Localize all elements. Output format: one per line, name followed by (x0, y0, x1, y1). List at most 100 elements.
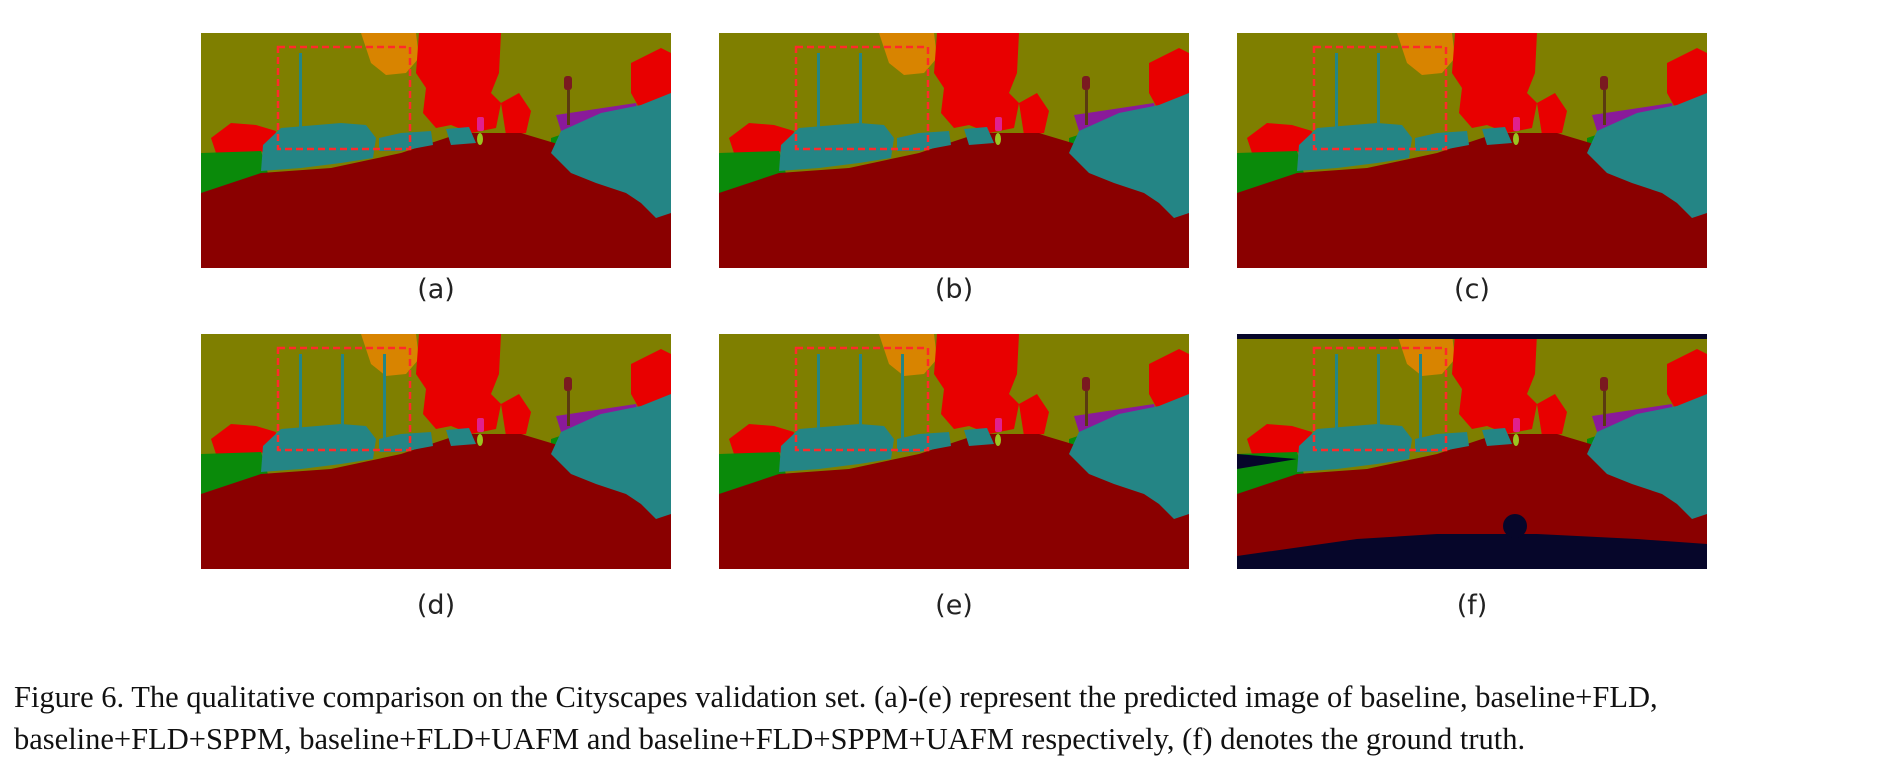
sign-head (1082, 76, 1090, 90)
vehicle-mid-2 (446, 428, 476, 446)
vehicle-mid-2 (964, 428, 994, 446)
road-region (1237, 434, 1707, 569)
sign-head (1082, 377, 1090, 391)
tree-region (416, 334, 501, 434)
sign-pole (1603, 391, 1606, 426)
vehicle-right (1069, 93, 1189, 218)
road-region (719, 434, 1189, 569)
vehicle-mid-2 (964, 127, 994, 145)
sign-pole (567, 391, 570, 426)
segmentation-image-e (719, 334, 1189, 569)
void-bottom (1237, 534, 1707, 569)
tree-region-small (501, 93, 531, 135)
pole-marker (477, 133, 483, 145)
vehicle-mid-2 (446, 127, 476, 145)
tree-region-right (1149, 48, 1189, 111)
pole-thin (1377, 53, 1380, 143)
pole-thin (1335, 354, 1338, 444)
tree-region-left (1247, 424, 1312, 454)
tree-region (416, 33, 501, 133)
vehicle-right (551, 394, 671, 519)
vehicle-left (1297, 123, 1412, 171)
pole-thin (383, 354, 386, 444)
vehicle-mid (379, 432, 433, 452)
road-region (201, 434, 671, 569)
sign-pole (1603, 90, 1606, 125)
segmentation-image-b (719, 33, 1189, 268)
vehicle-right (1587, 93, 1707, 218)
panel-c (1237, 33, 1707, 268)
pole-marker (477, 434, 483, 446)
highlight-box (794, 45, 930, 151)
pedestrian (1513, 117, 1520, 131)
sign-pole (567, 90, 570, 125)
void-left (1237, 454, 1297, 469)
pole-thin (1419, 354, 1422, 444)
sign-head (564, 76, 572, 90)
vehicle-right (1587, 394, 1707, 519)
sky-region (361, 334, 419, 376)
tree-region-right (631, 48, 671, 111)
tree-region-left (1247, 123, 1312, 153)
pole-thin (1335, 53, 1338, 143)
highlight-box (276, 346, 412, 452)
tree-region (1452, 33, 1537, 133)
vehicle-right (1069, 394, 1189, 519)
sign-head (1600, 377, 1608, 391)
pole-marker (995, 434, 1001, 446)
road-region (1237, 133, 1707, 268)
vehicle-mid-2 (1482, 127, 1512, 145)
pedestrian (477, 117, 484, 131)
pole-marker (995, 133, 1001, 145)
panel-f-label: (f) (1456, 590, 1488, 621)
pedestrian (995, 418, 1002, 432)
pole-thin (859, 354, 862, 444)
sky-region (879, 33, 937, 75)
tree-region-small (1019, 93, 1049, 135)
road-region (719, 133, 1189, 268)
vehicle-mid (379, 131, 433, 151)
vehicle-left (779, 123, 894, 171)
panel-a (201, 33, 671, 268)
panel-f (1237, 334, 1707, 569)
caption-line-1: Figure 6. The qualitative comparison on … (14, 680, 1658, 714)
sky-region (1397, 334, 1455, 376)
vehicle-mid-2 (1482, 428, 1512, 446)
tree-region (934, 33, 1019, 133)
sky-region (879, 334, 937, 376)
tree-region-left (211, 123, 276, 153)
panel-b (719, 33, 1189, 268)
panel-a-label: (a) (417, 274, 455, 305)
panel-b-label: (b) (934, 274, 974, 305)
vehicle-mid (897, 131, 951, 151)
vehicle-left (1297, 424, 1412, 472)
sky-region (1397, 33, 1455, 75)
tree-region (1452, 334, 1537, 434)
tree-region-left (729, 424, 794, 454)
pedestrian (995, 117, 1002, 131)
vehicle-right (551, 93, 671, 218)
void-circle (1503, 514, 1527, 538)
tree-region-small (1537, 394, 1567, 436)
tree-region-right (1149, 349, 1189, 412)
caption-line-2: baseline+FLD+SPPM, baseline+FLD+UAFM and… (14, 722, 1526, 756)
highlight-box (1312, 346, 1448, 452)
pole-marker (1513, 434, 1519, 446)
vehicle-mid (1415, 432, 1469, 452)
tree-region-right (631, 349, 671, 412)
sign-head (564, 377, 572, 391)
vehicle-left (261, 424, 376, 472)
sign-pole (1085, 391, 1088, 426)
tree-region-right (1667, 349, 1707, 412)
panel-d (201, 334, 671, 569)
tree-region (934, 334, 1019, 434)
road-region (201, 133, 671, 268)
figure-caption: Figure 6. The qualitative comparison on … (14, 676, 1894, 760)
pole-thin (299, 354, 302, 444)
segmentation-image-a (201, 33, 671, 268)
pole-thin (817, 53, 820, 143)
segmentation-image-f (1237, 334, 1707, 569)
tree-region-left (729, 123, 794, 153)
void-top (1237, 334, 1707, 339)
tree-region-small (1537, 93, 1567, 135)
